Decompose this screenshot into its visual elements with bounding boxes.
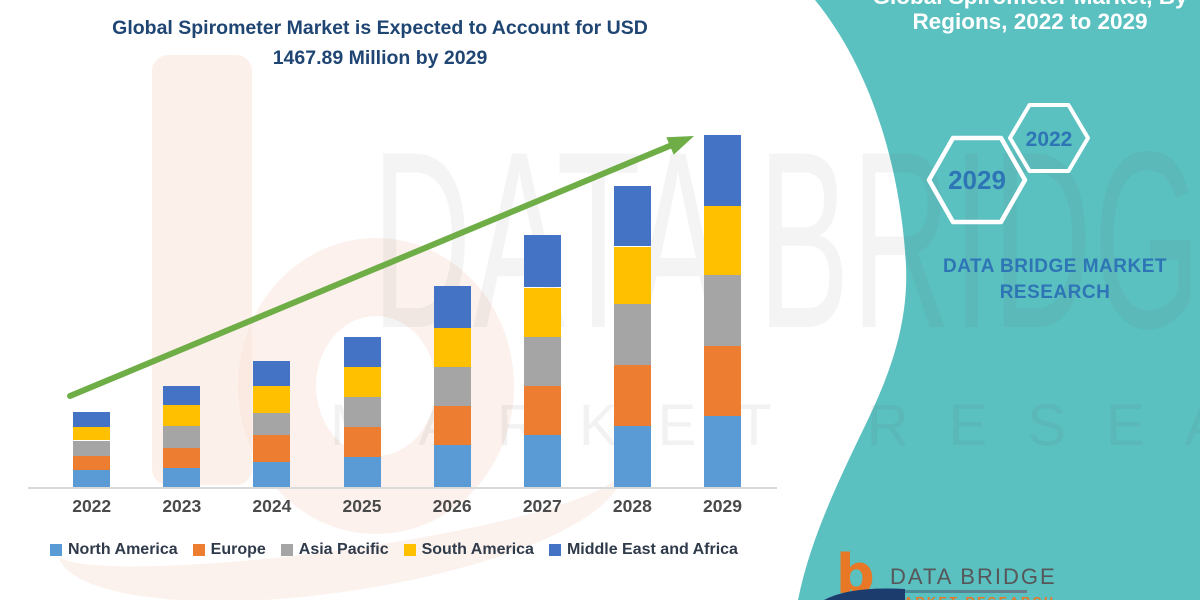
- x-axis-label-2023: 2023: [162, 496, 202, 516]
- legend-swatch: [50, 544, 62, 556]
- brand-text: DATA BRIDGE MARKET RESEARCH: [930, 254, 1180, 306]
- bar-segment-2025-europe: [343, 427, 381, 457]
- bar-segment-2022-south-america: [73, 426, 111, 441]
- chart-title-line2: 1467.89 Million by 2029: [272, 47, 488, 69]
- legend-item-asia-pacific: Asia Pacific: [280, 541, 389, 559]
- side-panel-heading: Regions, 2022 to 2029: [912, 9, 1148, 34]
- bar-segment-2029-europe: [704, 346, 741, 417]
- bar-segment-2028-north-america: [613, 426, 651, 487]
- bar-segment-2026-north-america: [433, 445, 471, 487]
- bar-segment-2022-asia-pacific: [73, 440, 111, 456]
- legend-label: Europe: [210, 541, 266, 558]
- legend-label: North America: [68, 541, 178, 558]
- footer-logo-rule: [891, 590, 1027, 593]
- legend: North America Europe Asia Pacific South Ame…: [50, 541, 738, 559]
- brand-text-line1: DATA BRIDGE MARKET: [943, 256, 1167, 277]
- bar-segment-2029-middle-east-and-africa: [704, 135, 741, 207]
- bar-segment-2022-europe: [73, 455, 111, 470]
- bar-segment-2024-europe: [253, 435, 291, 462]
- legend-item-middle-east-and-africa: Middle East and Africa: [548, 541, 738, 559]
- bar-segment-2023-north-america: [163, 468, 201, 487]
- bar-segment-2029-asia-pacific: [704, 275, 741, 347]
- x-axis-label-2028: 2028: [612, 496, 652, 516]
- chart-title: Global Spirometer Market is Expected to …: [30, 13, 730, 73]
- hexagon-2029-label: 2029: [948, 165, 1006, 195]
- side-panel-heading-cropped: Global Spirometer Market, By: [860, 0, 1200, 10]
- x-axis-label-2027: 2027: [522, 496, 562, 516]
- legend-swatch: [280, 544, 293, 556]
- x-axis-label-2025: 2025: [342, 496, 382, 516]
- bar-segment-2024-north-america: [253, 462, 291, 487]
- legend-label: Middle East and Africa: [566, 541, 738, 558]
- legend-label: Asia Pacific: [298, 541, 389, 558]
- legend-swatch: [548, 544, 561, 556]
- brand-text-line2: RESEARCH: [999, 282, 1111, 303]
- footer-logo-subtitle: MARKET RESEARCH: [891, 595, 1056, 600]
- x-axis-line: [28, 487, 777, 489]
- bar-segment-2023-asia-pacific: [163, 426, 201, 448]
- legend-item-north-america: North America: [50, 541, 178, 559]
- bar-segment-2025-asia-pacific: [343, 397, 381, 428]
- bar-segment-2027-north-america: [523, 435, 561, 487]
- bar-segment-2025-north-america: [343, 457, 381, 487]
- bar-segment-2022-north-america: [73, 469, 111, 487]
- bar-segment-2026-europe: [433, 405, 471, 446]
- x-axis-label-2029: 2029: [703, 496, 742, 516]
- bar-segment-2023-europe: [163, 447, 201, 469]
- bar-segment-2029-south-america: [704, 206, 741, 276]
- x-axis-label-2022: 2022: [72, 496, 112, 516]
- legend-label: South America: [421, 541, 534, 558]
- hexagon-2022-label: 2022: [1026, 128, 1073, 151]
- bar-segment-2024-asia-pacific: [253, 412, 291, 436]
- legend-swatch: [403, 544, 416, 556]
- x-axis-label-2026: 2026: [432, 496, 472, 516]
- hexagon-2029: [926, 135, 1028, 225]
- footer-logo-name: DATA BRIDGE: [890, 564, 1057, 589]
- legend-item-south-america: South America: [403, 541, 534, 559]
- bar-segment-2029-north-america: [704, 416, 741, 487]
- legend-item-europe: Europe: [192, 541, 266, 559]
- legend-swatch: [192, 544, 205, 556]
- bar-segment-2022-middle-east-and-africa: [73, 411, 111, 427]
- chart-title-line1: Global Spirometer Market is Expected to …: [112, 17, 648, 39]
- x-axis-label-2024: 2024: [252, 496, 292, 516]
- year-hexagons: 2029 2022: [926, 103, 1090, 225]
- bar-segment-2023-south-america: [163, 405, 201, 427]
- hexagon-2022: [1008, 103, 1090, 173]
